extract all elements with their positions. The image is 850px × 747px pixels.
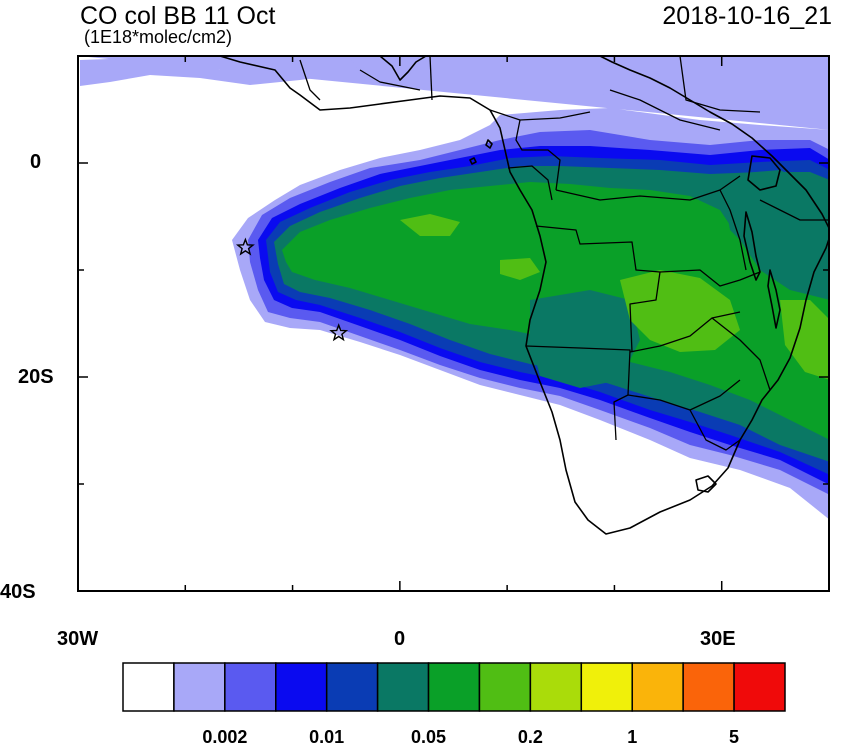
colorbar-label-3: 0.2	[517, 727, 543, 747]
co-plume	[78, 56, 829, 520]
border-6	[507, 165, 553, 201]
timestamp-label: 2018-10-16_21	[662, 2, 832, 30]
plume-band-light-green-2	[780, 300, 829, 380]
border-13	[689, 409, 741, 451]
star-markers	[235, 237, 349, 342]
colorbar-label-2: 0.05	[411, 727, 447, 747]
colorbar-box-7	[478, 662, 532, 712]
border-9	[525, 345, 631, 441]
units-label: (1E18*molec/cm2)	[84, 27, 233, 47]
coastlines	[219, 56, 829, 535]
lake-malawi	[767, 269, 781, 329]
plume-teal-patch-east	[530, 290, 640, 388]
lon-label-30e: 30E	[700, 628, 736, 650]
colorbar-box-10	[631, 662, 684, 712]
plot-frame	[77, 55, 830, 592]
colorbar-label-4: 1	[627, 727, 638, 747]
border-15	[719, 189, 747, 271]
axis-ticks	[77, 55, 830, 592]
bioko-island	[485, 139, 493, 149]
plume-band-light-green-4	[500, 258, 540, 280]
plume-band-nw-patch	[80, 56, 360, 86]
lon-label-0: 0	[394, 628, 406, 650]
border-8	[535, 225, 661, 353]
border-4	[489, 109, 591, 121]
border-16	[759, 199, 829, 221]
star-marker-ascension	[235, 237, 255, 256]
lesotho	[695, 475, 717, 493]
colorbar-box-9	[580, 662, 633, 712]
border-1	[299, 59, 321, 101]
colorbar-box-5	[376, 662, 430, 712]
sao-tome-island	[469, 157, 477, 165]
border-5	[515, 119, 561, 191]
colorbar-box-8	[529, 662, 583, 712]
lat-label-0: 0	[30, 151, 42, 173]
plume-band-light-green	[620, 270, 740, 352]
plume-band-light-green-3	[400, 214, 460, 236]
colorbar-box-12	[733, 662, 786, 712]
coastline-north	[379, 56, 427, 81]
map-title: CO col BB 11 Oct	[80, 2, 276, 30]
colorbar-box-4	[325, 662, 379, 712]
colorbar-box-0	[122, 662, 175, 712]
lat-label-20s: 20S	[18, 366, 54, 388]
coastline-west-africa	[219, 56, 829, 535]
border-2	[359, 69, 421, 91]
border-14	[659, 269, 761, 287]
country-borders	[299, 56, 829, 451]
colorbar-box-1	[173, 662, 226, 712]
border-11	[711, 317, 771, 391]
colorbar-box-3	[275, 662, 328, 712]
colorbar	[122, 662, 786, 712]
border-18	[679, 56, 761, 113]
plume-teal-patch-ne	[720, 170, 829, 270]
border-7	[555, 175, 741, 201]
colorbar-label-0: 0.002	[202, 727, 248, 747]
colorbar-box-2	[224, 662, 277, 712]
star-marker-st-helena	[329, 323, 349, 342]
colorbar-box-11	[682, 662, 735, 712]
lake-victoria	[747, 155, 781, 191]
colorbar-label-5: 5	[729, 727, 740, 747]
coastline-east-africa	[599, 56, 829, 230]
border-17	[609, 89, 721, 131]
lake-tanganyika	[743, 211, 761, 281]
border-3	[429, 56, 433, 101]
border-10	[629, 311, 741, 353]
colorbar-label-1: 0.01	[309, 727, 345, 747]
colorbar-box-6	[427, 662, 481, 712]
plume-band-north-patch	[590, 60, 829, 112]
lon-label-30w: 30W	[57, 628, 99, 650]
lat-label-40s: 40S	[0, 581, 36, 603]
